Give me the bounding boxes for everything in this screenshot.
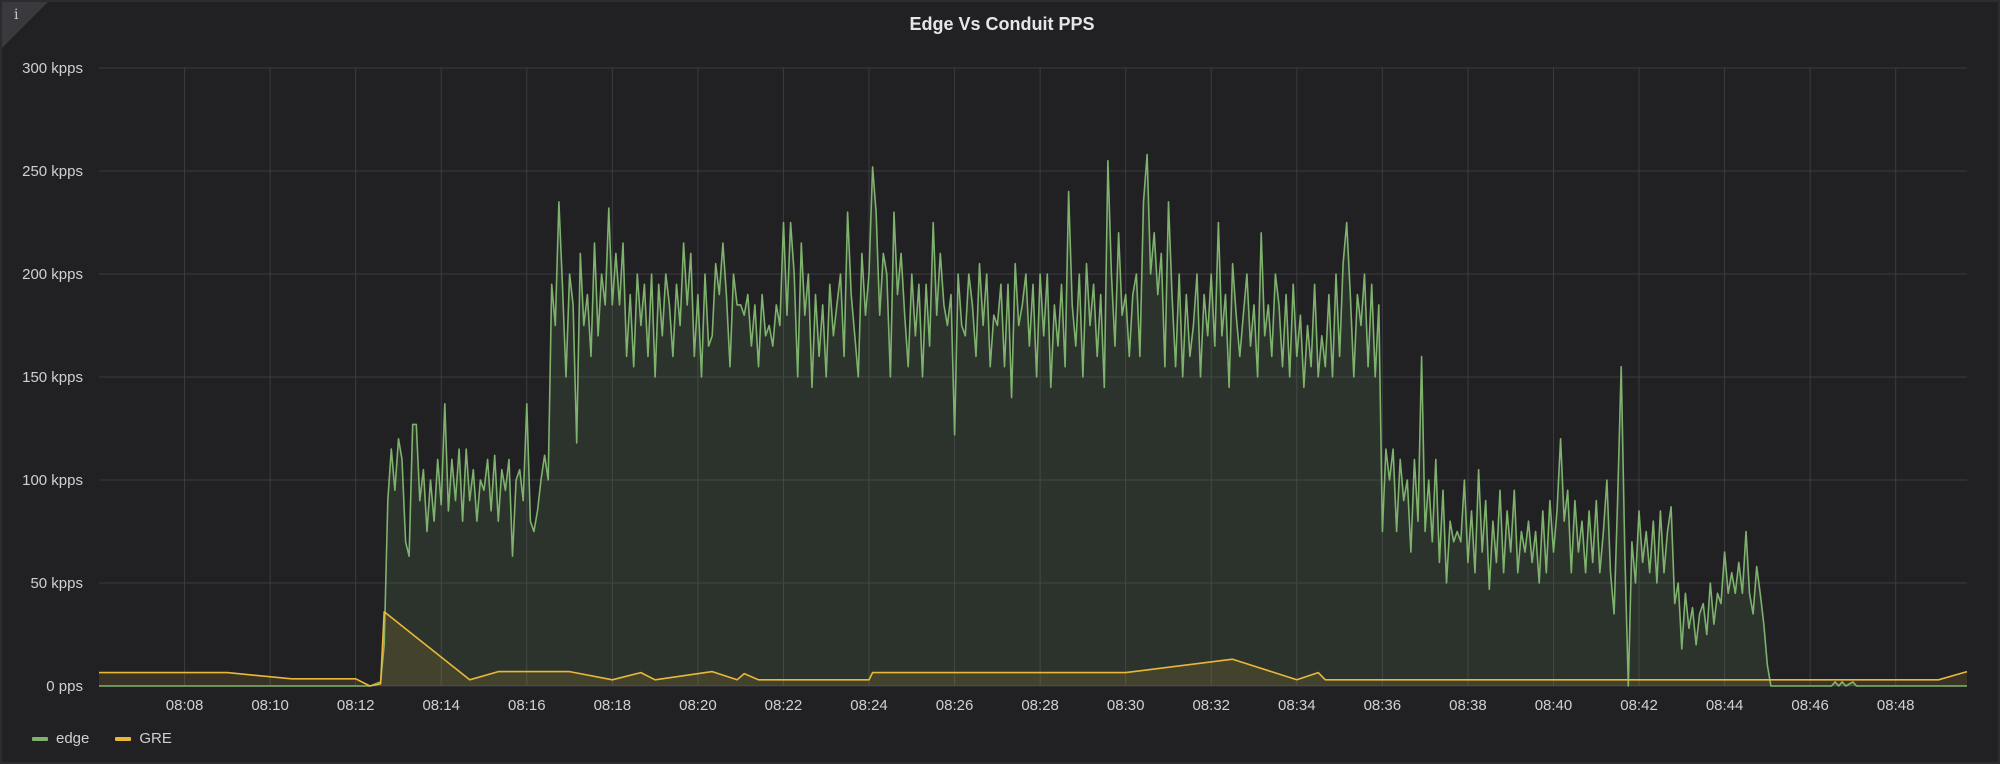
- chart-title: Edge Vs Conduit PPS: [909, 14, 1095, 34]
- series-layer: [99, 153, 1968, 687]
- y-tick-label: 250 kpps: [22, 163, 83, 180]
- x-tick-label: 08:34: [1278, 697, 1316, 714]
- x-tick-label: 08:24: [850, 697, 888, 714]
- x-tick-label: 08:44: [1706, 697, 1744, 714]
- x-tick-label: 08:36: [1364, 697, 1402, 714]
- legend-label: edge: [56, 730, 90, 747]
- y-tick-label: 200 kpps: [22, 266, 83, 283]
- x-tick-label: 08:10: [251, 697, 289, 714]
- x-tick-label: 08:26: [936, 697, 974, 714]
- y-tick-label: 0 pps: [46, 678, 83, 695]
- legend-label: GRE: [139, 730, 172, 747]
- x-tick-label: 08:14: [422, 697, 460, 714]
- y-axis-labels: 0 pps 50 kpps 100 kpps 150 kpps 200 kpps 250 …: [22, 60, 83, 695]
- x-tick-label: 08:42: [1620, 697, 1658, 714]
- grid-lines: [99, 67, 1967, 687]
- y-tick-label: 100 kpps: [22, 472, 83, 489]
- series-gre-line: [99, 611, 1968, 687]
- x-tick-label: 08:20: [679, 697, 717, 714]
- x-tick-label: 08:32: [1192, 697, 1230, 714]
- info-corner[interactable]: [2, 2, 48, 48]
- series-edge-area: [99, 154, 1967, 686]
- x-tick-label: 08:28: [1021, 697, 1059, 714]
- x-tick-label: 08:30: [1107, 697, 1145, 714]
- x-tick-label: 08:38: [1449, 697, 1487, 714]
- x-tick-label: 08:22: [765, 697, 803, 714]
- x-tick-label: 08:48: [1877, 697, 1915, 714]
- legend: edge GRE: [32, 730, 172, 747]
- legend-swatch: [32, 736, 48, 741]
- legend-item-gre[interactable]: GRE: [115, 730, 172, 747]
- legend-swatch: [115, 736, 132, 741]
- x-tick-label: 08:16: [508, 697, 546, 714]
- y-tick-label: 300 kpps: [22, 60, 83, 77]
- series-edge-line: [99, 153, 1967, 687]
- y-tick-label: 50 kpps: [30, 575, 83, 592]
- x-tick-label: 08:46: [1791, 697, 1829, 714]
- x-tick-label: 08:18: [594, 697, 632, 714]
- x-tick-label: 08:12: [337, 697, 375, 714]
- x-tick-label: 08:08: [166, 697, 204, 714]
- info-icon[interactable]: i: [14, 7, 19, 23]
- x-axis-labels: 08:08 08:10 08:12 08:14 08:16 08:18 08:20 08:22…: [166, 697, 1915, 714]
- legend-item-edge[interactable]: edge: [32, 730, 89, 747]
- x-tick-label: 08:40: [1535, 697, 1573, 714]
- y-tick-label: 150 kpps: [22, 369, 83, 386]
